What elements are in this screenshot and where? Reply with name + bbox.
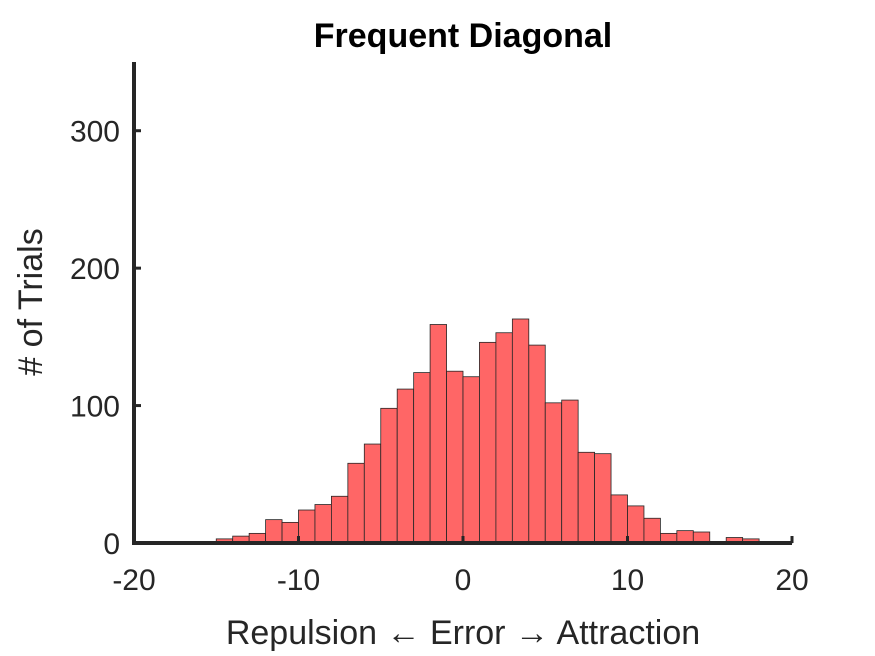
x-tick-label: 0 [455,564,472,597]
histogram-bar [528,344,546,544]
histogram-bar [561,399,579,544]
y-tick-label: 100 [70,391,120,424]
y-tick-label: 200 [70,253,120,286]
x-tick-label: -20 [112,564,155,597]
histogram-bar [544,402,563,544]
histogram-bar [396,388,415,544]
x-tick-label: 10 [611,564,644,597]
histogram-bar [298,509,316,544]
histogram-bar [643,517,661,544]
x-axis-label: Repulsion ← Error → Attraction [226,614,700,652]
histogram-bar [347,462,365,544]
histogram-bar [446,370,464,544]
histogram-bar [627,505,645,544]
histogram-bar [495,332,513,544]
histogram-bar [462,376,480,544]
histogram-bar [429,324,447,544]
histogram-bar [314,504,332,544]
x-tick-label: -10 [277,564,320,597]
histogram-bar [577,451,596,544]
y-tick-label: 300 [70,116,120,149]
y-axis-label: # of Trials [12,228,50,375]
histogram-bar [380,407,398,544]
histogram-bar [610,494,628,544]
x-tick-label: 20 [775,564,808,597]
bars-group [215,318,793,544]
y-ticks-group: 0 100 200 300 [70,116,141,561]
histogram-bar [265,519,283,544]
histogram-bar [594,453,612,544]
histogram-bar [281,521,299,544]
histogram-bar [330,495,349,544]
x-ticks-group: -20 -10 0 10 20 [112,536,809,597]
histogram-bar [511,318,530,544]
y-tick-label: 0 [103,528,120,561]
histogram-bar [413,372,431,544]
histogram-bar [363,443,382,544]
histogram-bar [479,341,497,544]
chart-title: Frequent Diagonal [314,17,612,55]
